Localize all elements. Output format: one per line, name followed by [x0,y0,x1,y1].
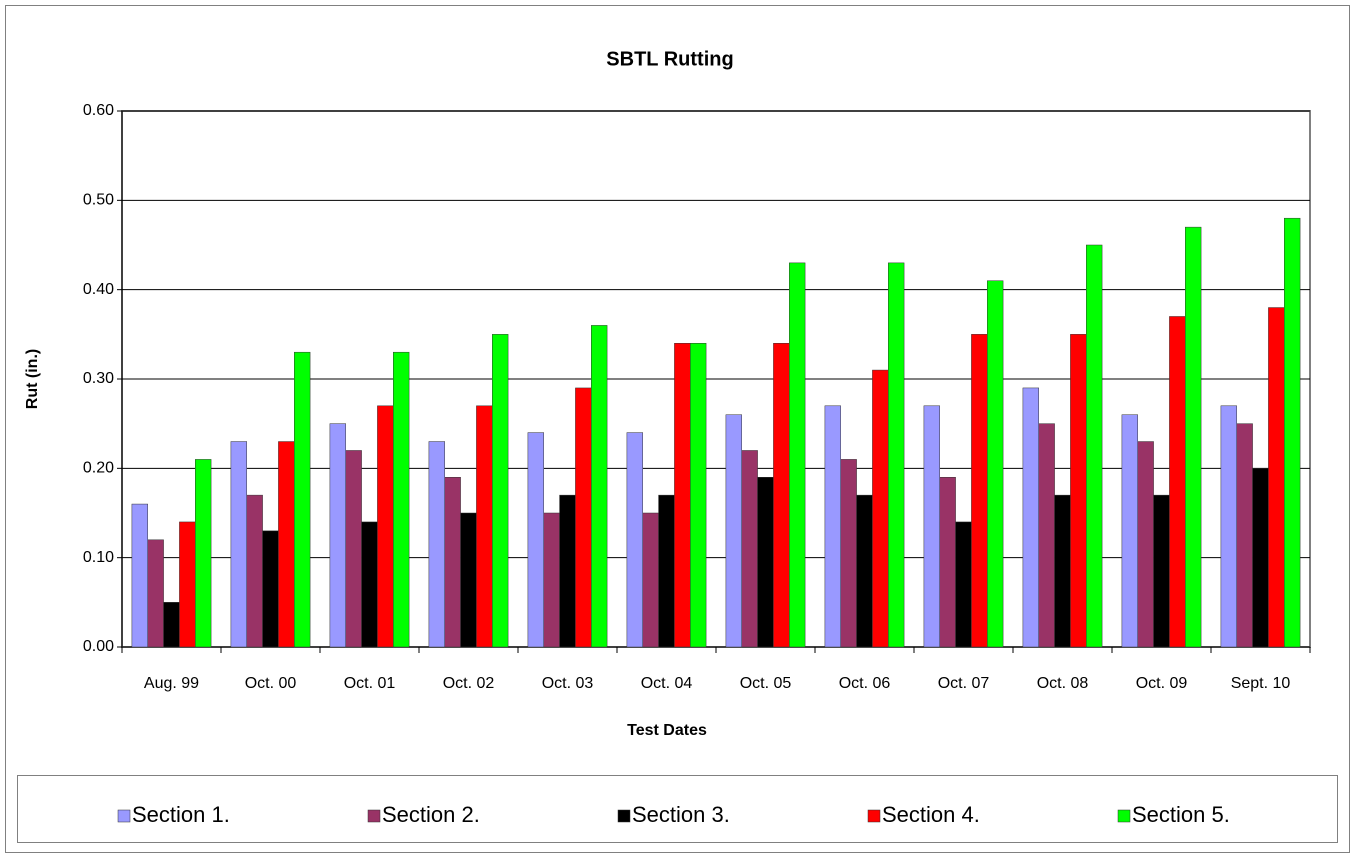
bar [1022,387,1039,648]
x-tick-label: Oct. 03 [542,675,594,692]
bar [674,343,691,648]
bar [131,503,148,648]
bar [741,450,758,648]
bar [1284,217,1301,648]
legend-label: Section 1. [132,802,230,827]
bar [179,521,196,648]
bar [1185,226,1202,648]
bar [1070,334,1087,648]
bar [955,521,972,648]
x-tick-label: Oct. 08 [1037,675,1089,692]
bar [575,387,592,648]
bar [591,325,608,648]
legend-label: Section 3. [632,802,730,827]
bar [773,343,790,648]
bar [626,432,643,648]
legend-swatch [117,809,131,823]
bar [377,405,394,648]
bar [1268,307,1285,648]
bar [690,343,707,648]
y-tick-label: 0.00 [83,638,114,655]
bar [1054,494,1071,648]
bar [393,351,410,648]
bar [460,512,477,648]
legend-label: Section 4. [882,802,980,827]
bar [1252,468,1269,648]
bar [1153,494,1170,648]
bar [987,280,1004,648]
bar [824,405,841,648]
y-tick-label: 0.20 [83,460,114,477]
bar [492,334,509,648]
y-axis-label: Rut (in.) [24,349,41,409]
bar [329,423,346,648]
bar [476,405,493,648]
bar [345,450,362,648]
bar [278,441,295,648]
bar [872,369,889,648]
bar [757,477,774,648]
y-tick-label: 0.60 [83,102,114,119]
bar [923,405,940,648]
y-tick-label: 0.30 [83,370,114,387]
bar [971,334,988,648]
bar [642,512,659,648]
bar [543,512,560,648]
legend-box [17,775,1338,843]
bar [444,477,461,648]
x-tick-label: Oct. 02 [443,675,495,692]
x-tick-label: Oct. 00 [245,675,297,692]
legend-swatch [617,809,631,823]
legend-swatch [1117,809,1131,823]
legend-swatch [867,809,881,823]
bar [361,521,378,648]
bar [1236,423,1253,648]
bar [559,494,576,648]
legend-label: Section 5. [1132,802,1230,827]
bar [246,494,263,648]
bar [725,414,742,648]
bar [1220,405,1237,648]
y-tick-label: 0.10 [83,549,114,566]
legend-swatch [367,809,381,823]
bar [527,432,544,648]
chart-title: SBTL Rutting [606,48,733,70]
x-tick-label: Oct. 06 [839,675,891,692]
x-tick-label: Oct. 04 [641,675,693,692]
bar [1121,414,1138,648]
bar [840,459,857,648]
x-tick-label: Sept. 10 [1231,675,1291,692]
bar [939,477,956,648]
bar [856,494,873,648]
y-tick-label: 0.50 [83,192,114,209]
bar [195,459,212,648]
bar [163,602,180,648]
x-axis-label: Test Dates [627,722,707,739]
legend-label: Section 2. [382,802,480,827]
bar [1169,316,1186,648]
y-tick-label: 0.40 [83,281,114,298]
bar [294,351,311,648]
x-tick-label: Oct. 09 [1136,675,1188,692]
bar [230,441,247,648]
bar [1038,423,1055,648]
bar [1137,441,1154,648]
bar [147,539,164,648]
x-tick-label: Aug. 99 [144,675,199,692]
bar [262,530,279,648]
bar [658,494,675,648]
x-tick-label: Oct. 05 [740,675,792,692]
bar [428,441,445,648]
bar [789,262,806,648]
x-tick-label: Oct. 01 [344,675,396,692]
bar [888,262,905,648]
bar [1086,244,1103,648]
x-tick-label: Oct. 07 [938,675,990,692]
